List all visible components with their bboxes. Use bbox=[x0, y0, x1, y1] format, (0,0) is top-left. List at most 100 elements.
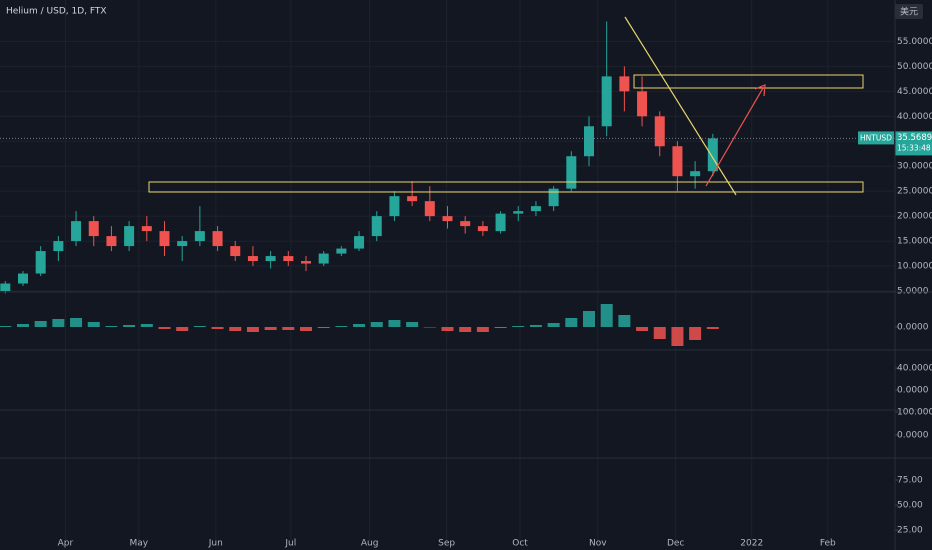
candle-body bbox=[690, 171, 701, 177]
histogram-bar bbox=[529, 325, 542, 327]
y-tick-label: 45.0000 bbox=[897, 87, 932, 97]
candle-body bbox=[530, 206, 541, 212]
price-tag bbox=[895, 131, 932, 156]
histogram-bar bbox=[264, 327, 277, 330]
candle-body bbox=[672, 146, 683, 177]
candle-body bbox=[106, 236, 117, 247]
last-price: 35.5689 bbox=[897, 133, 932, 143]
candle-body bbox=[707, 138, 718, 172]
x-tick-label: Apr bbox=[58, 539, 74, 549]
candle-body bbox=[513, 211, 524, 214]
candle-body bbox=[495, 213, 506, 232]
x-tick-label: Jul bbox=[284, 539, 296, 549]
histogram-bar bbox=[0, 326, 12, 327]
y-tick-label: 0.0000 bbox=[897, 386, 929, 396]
x-tick-label: Oct bbox=[512, 539, 528, 549]
x-tick-label: Sep bbox=[438, 539, 455, 549]
currency-button[interactable] bbox=[895, 4, 923, 19]
candle-body bbox=[548, 188, 559, 207]
x-tick-label: Dec bbox=[667, 539, 684, 549]
y-tick-label: 30.0000 bbox=[897, 162, 932, 172]
histogram-bar bbox=[671, 327, 684, 346]
candle-body bbox=[389, 196, 400, 217]
candle-body bbox=[477, 226, 488, 232]
x-tick-label: Jun bbox=[208, 539, 223, 549]
candle-body bbox=[230, 246, 241, 257]
candle-body bbox=[194, 231, 205, 242]
histogram-bar bbox=[229, 327, 242, 331]
candle-body bbox=[336, 248, 347, 254]
histogram-bar bbox=[583, 311, 596, 327]
y-tick-label: 40.0000 bbox=[897, 364, 932, 374]
x-tick-label: Nov bbox=[589, 539, 607, 549]
candle-body bbox=[354, 236, 365, 249]
candle-body bbox=[159, 231, 170, 247]
candle-body bbox=[35, 251, 46, 274]
histogram-bar bbox=[512, 326, 525, 327]
candle-body bbox=[619, 76, 630, 92]
candle-body bbox=[654, 116, 665, 147]
candle-body bbox=[141, 226, 152, 232]
candle-body bbox=[124, 226, 135, 247]
histogram-bar bbox=[600, 304, 613, 327]
candle-body bbox=[424, 201, 435, 217]
chart-title: Helium / USD, 1D, FTX bbox=[6, 7, 107, 17]
y-tick-label: 0.0000 bbox=[897, 323, 929, 333]
histogram-bar bbox=[388, 320, 401, 327]
histogram-bar bbox=[689, 327, 702, 340]
candle-body bbox=[566, 156, 577, 189]
arrow-head bbox=[754, 84, 766, 97]
histogram-bar bbox=[193, 326, 206, 327]
histogram-bar bbox=[105, 326, 118, 327]
candle-body bbox=[17, 273, 28, 284]
countdown: 15:33:48 bbox=[897, 143, 931, 152]
symbol-tag bbox=[858, 131, 894, 145]
y-tick-label: 0.0000 bbox=[897, 431, 929, 441]
candle-body bbox=[460, 221, 471, 227]
histogram-bar bbox=[653, 327, 666, 339]
histogram-bar bbox=[406, 322, 419, 327]
histogram-bar bbox=[87, 322, 100, 327]
candle-body bbox=[177, 241, 188, 247]
histogram-bar bbox=[423, 327, 436, 328]
histogram-bar bbox=[353, 324, 366, 327]
y-tick-label: 10.0000 bbox=[897, 262, 932, 272]
histogram-bar bbox=[335, 326, 348, 327]
candle-body bbox=[212, 231, 223, 247]
y-tick-label: 20.0000 bbox=[897, 212, 932, 222]
histogram-bar bbox=[140, 324, 153, 327]
support-zone bbox=[148, 181, 864, 193]
candle-body bbox=[247, 256, 258, 262]
y-tick-label: 50.00 bbox=[897, 501, 923, 511]
y-tick-label: 55.0000 bbox=[897, 37, 932, 47]
resistance-zone bbox=[633, 74, 864, 89]
candle-body bbox=[601, 76, 612, 127]
histogram-bar bbox=[476, 327, 489, 332]
y-tick-label: 15.0000 bbox=[897, 237, 932, 247]
currency[interactable]: 美元 bbox=[900, 6, 918, 18]
candle-body bbox=[71, 221, 82, 242]
histogram-bar bbox=[34, 321, 47, 327]
candle-body bbox=[0, 283, 11, 292]
histogram-bar bbox=[370, 322, 383, 327]
candle-body bbox=[318, 253, 329, 264]
histogram-bar bbox=[123, 325, 136, 327]
histogram-bar bbox=[176, 327, 189, 331]
candle-body bbox=[407, 196, 418, 202]
histogram-bar bbox=[494, 327, 507, 328]
histogram-bar bbox=[211, 327, 224, 329]
histogram-bar bbox=[706, 327, 719, 329]
histogram-bar bbox=[246, 327, 259, 332]
histogram-bar bbox=[618, 315, 631, 327]
histogram-bar bbox=[158, 327, 171, 329]
histogram-bar bbox=[441, 327, 454, 331]
candle-body bbox=[300, 261, 311, 264]
histogram-bar bbox=[565, 318, 578, 327]
y-tick-label: 75.00 bbox=[897, 476, 923, 486]
x-tick-label: 2022 bbox=[740, 539, 763, 549]
candle-body bbox=[88, 221, 99, 237]
histogram-bar bbox=[16, 324, 29, 327]
